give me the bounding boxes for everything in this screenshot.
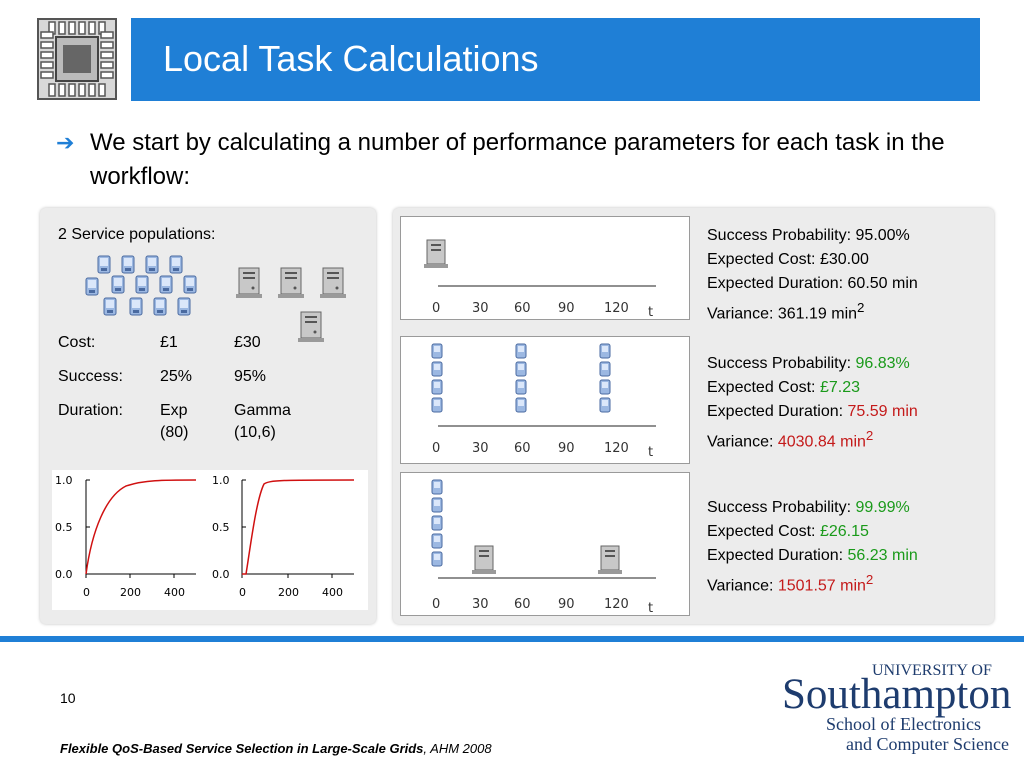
cost-value-server: £30	[234, 334, 261, 351]
timeline-xtick: 30	[472, 301, 489, 316]
cdf-plots-box	[52, 470, 368, 610]
cost-label: Cost:	[58, 334, 96, 351]
expected-duration-label: Expected Duration:	[707, 547, 848, 564]
cdf1-xtick: 400	[164, 586, 185, 599]
success-probability-label: Success Probability:	[707, 355, 856, 372]
variance-label: Variance:	[707, 433, 778, 451]
page-number: 10	[60, 690, 76, 706]
cost-value-pda: £1	[160, 334, 178, 351]
variance-superscript: 2	[857, 300, 865, 315]
duration-value-server: Gamma	[234, 402, 291, 419]
timeline-axis-label: t	[648, 305, 653, 320]
cdf1-curve	[85, 479, 197, 575]
timeline-xtick: 120	[604, 597, 629, 612]
expected-cost-label: Expected Cost:	[707, 379, 820, 396]
cdf-plots: 1.0 0.5 0.0 0 200 400 1.0 0.5 0.0 0 200 …	[55, 474, 355, 599]
cdf2-ytick: 1.0	[212, 474, 230, 487]
timeline-xtick: 60	[514, 441, 531, 456]
pda-icon	[85, 255, 197, 316]
variance-value: 361.19 min	[777, 305, 858, 323]
expected-duration-value: 60.50 min	[847, 275, 918, 292]
expected-cost-label: Expected Cost:	[707, 251, 820, 268]
cdf2-xtick: 0	[239, 586, 246, 599]
variance-superscript: 2	[865, 428, 874, 443]
variance-superscript: 2	[865, 572, 874, 587]
expected-cost-value: £7.23	[819, 379, 860, 396]
cdf2-ytick: 0.0	[212, 568, 230, 581]
duration-label: Duration:	[58, 402, 123, 419]
duration-params-pda: (80)	[160, 424, 189, 441]
success-value-pda: 25%	[160, 368, 193, 385]
variance-label: Variance:	[707, 305, 778, 323]
footer-divider	[0, 636, 1024, 642]
bullet-text: We start by calculating a number of perf…	[90, 129, 945, 190]
duration-params-server: (10,6)	[234, 424, 276, 441]
timeline-xtick: 60	[514, 597, 531, 612]
stats-2: Success Probability: 96.83% Expected Cos…	[707, 352, 918, 454]
success-probability-value: 96.83%	[855, 355, 910, 372]
cdf2-ytick: 0.5	[212, 521, 230, 534]
success-probability-label: Success Probability:	[707, 499, 856, 516]
timeline-2: 0 30 60 90 120 t	[400, 336, 690, 464]
timeline-xtick: 90	[558, 301, 575, 316]
expected-duration-value: 75.59 min	[847, 403, 918, 420]
timeline-xtick: 90	[558, 597, 575, 612]
expected-duration-label: Expected Duration:	[707, 403, 848, 420]
cdf1-xtick: 200	[120, 586, 141, 599]
university-of-text: UNIVERSITY OF	[872, 662, 992, 679]
arrow-right-icon: ➔	[56, 130, 75, 155]
cdf1-ytick: 0.5	[55, 521, 73, 534]
stats-3: Success Probability: 99.99% Expected Cos…	[707, 496, 918, 598]
timeline-axis-label: t	[648, 601, 653, 616]
server-icon	[424, 239, 448, 268]
variance-value: 1501.57 min	[777, 577, 866, 595]
school-name-line2: and Computer Science	[846, 734, 1009, 754]
duration-value-pda: Exp	[160, 402, 188, 419]
expected-duration-value: 56.23 min	[847, 547, 918, 564]
cdf1-ytick: 0.0	[55, 568, 73, 581]
timeline-1: 0 30 60 90 120 t	[400, 216, 690, 320]
timeline-xtick: 0	[432, 301, 440, 316]
timeline-3: 0 30 60 90 120 t	[400, 472, 690, 616]
timeline-xtick: 90	[558, 441, 575, 456]
stats-1: Success Probability: 95.00% Expected Cos…	[707, 224, 918, 326]
expected-cost-value: £26.15	[819, 523, 869, 540]
server-icon	[236, 267, 347, 343]
cdf2-xtick: 400	[322, 586, 343, 599]
success-probability-value: 99.99%	[855, 499, 910, 516]
pda-icon	[431, 479, 443, 567]
timeline-xtick: 30	[472, 597, 489, 612]
timeline-xtick: 0	[432, 441, 440, 456]
slide-title: Local Task Calculations	[163, 38, 539, 79]
success-probability-label: Success Probability:	[707, 227, 856, 244]
timeline-xtick: 60	[514, 301, 531, 316]
expected-duration-label: Expected Duration:	[707, 275, 848, 292]
success-label: Success:	[58, 368, 123, 385]
variance-label: Variance:	[707, 577, 778, 595]
timeline-xtick: 30	[472, 441, 489, 456]
success-probability-value: 95.00%	[855, 227, 910, 244]
variance-value: 4030.84 min	[777, 433, 866, 451]
cdf1-ytick: 1.0	[55, 474, 73, 487]
success-value-server: 95%	[234, 368, 267, 385]
expected-cost-value: £30.00	[819, 251, 869, 268]
timeline-xtick: 0	[432, 597, 440, 612]
footer-title: Flexible QoS-Based Service Selection in …	[60, 741, 424, 756]
chip-icon	[37, 18, 117, 100]
cdf2-xtick: 200	[278, 586, 299, 599]
timeline-xtick: 120	[604, 441, 629, 456]
timeline-axis-label: t	[648, 445, 653, 460]
cdf1-xtick: 0	[83, 586, 90, 599]
university-name: Southampton	[782, 671, 1012, 718]
timeline-xtick: 120	[604, 301, 629, 316]
footer-venue: , AHM 2008	[423, 741, 492, 756]
cdf2-curve	[242, 479, 355, 575]
title-bar	[131, 18, 980, 101]
populations-heading: 2 Service populations:	[58, 226, 216, 243]
school-name-line1: School of Electronics	[826, 714, 981, 734]
expected-cost-label: Expected Cost:	[707, 523, 820, 540]
footer-citation: Flexible QoS-Based Service Selection in …	[60, 741, 492, 756]
